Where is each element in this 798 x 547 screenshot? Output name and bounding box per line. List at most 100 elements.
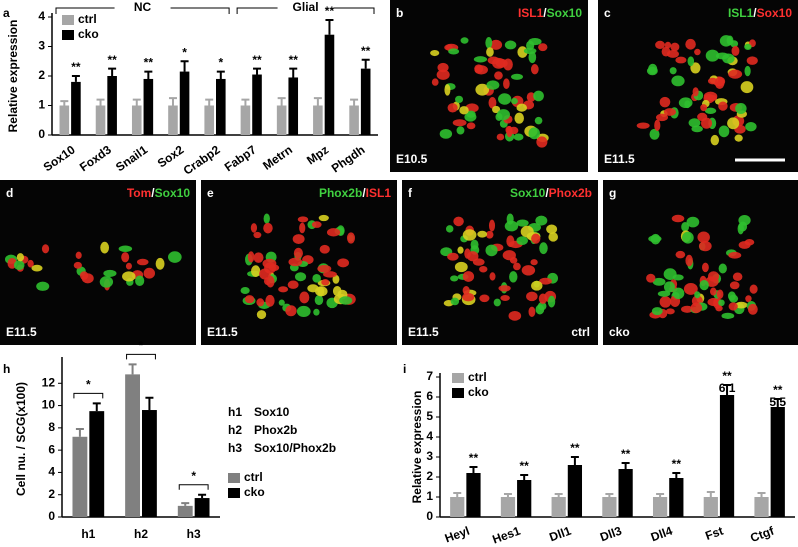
key-text: Sox10/Phox2b [254, 441, 336, 455]
y-tick-label: 4 [426, 429, 433, 443]
cell [247, 251, 255, 263]
bar [143, 78, 154, 135]
y-tick-label: 10 [42, 398, 56, 412]
panel-letter: c [604, 6, 611, 20]
cell [498, 285, 511, 292]
cell [489, 39, 503, 50]
x-tick-label: Fst [703, 524, 725, 543]
bar [276, 105, 287, 135]
cell [288, 257, 303, 267]
significance: * [139, 339, 144, 353]
micrograph [402, 180, 598, 345]
cell [672, 287, 685, 300]
cell [264, 262, 277, 274]
error-bar [706, 491, 715, 497]
key-label: h2 [228, 423, 242, 437]
significance: ** [773, 383, 783, 397]
cell [125, 262, 132, 270]
cell [256, 298, 265, 307]
cell [534, 116, 543, 125]
error-bar [672, 472, 681, 478]
cell [326, 228, 341, 237]
bar [71, 81, 81, 135]
bar [602, 497, 617, 517]
marker: Sox10 [155, 186, 191, 200]
x-tick-label: Heyl [443, 524, 472, 546]
panel-letter: h [3, 362, 10, 376]
legend-label: cko [244, 485, 265, 499]
condition-label: cko [609, 325, 630, 339]
cell [103, 269, 117, 277]
y-tick-label: 1 [38, 98, 45, 112]
cell [514, 112, 524, 124]
cell [691, 125, 703, 133]
cell [682, 231, 694, 244]
bar [324, 34, 335, 136]
cell [503, 58, 513, 71]
cell [681, 305, 694, 313]
cell [317, 264, 332, 273]
cell [731, 45, 740, 56]
separator: / [545, 186, 549, 200]
cell [315, 286, 328, 297]
marker: Sox10 [757, 6, 793, 20]
cell [41, 244, 50, 254]
cell [688, 118, 701, 128]
error-bar [621, 462, 630, 469]
cell [498, 93, 512, 105]
significance: * [191, 469, 196, 483]
marker-label: Phox2b/ISL1 [319, 186, 391, 200]
cell [474, 64, 484, 73]
y-tick-label: 0 [48, 509, 55, 523]
cell [710, 134, 720, 146]
cell [536, 136, 548, 148]
cell [460, 37, 469, 44]
cell [459, 106, 469, 115]
cell [456, 126, 465, 135]
cell [683, 282, 698, 295]
cell [494, 71, 503, 80]
cell [516, 103, 528, 112]
cell [685, 254, 693, 267]
legend-label: ctrl [78, 12, 97, 26]
cell [672, 274, 684, 281]
cell [16, 253, 25, 262]
cell [122, 271, 136, 282]
cell [671, 214, 685, 223]
cell [513, 262, 521, 271]
cell [462, 292, 475, 302]
cell [655, 40, 665, 50]
group-line [236, 7, 375, 14]
cell [538, 293, 548, 304]
cell [79, 271, 89, 280]
legend-swatch [452, 388, 464, 398]
cell [447, 103, 458, 113]
cell [690, 62, 701, 74]
cell [256, 310, 267, 320]
error-bar [723, 384, 732, 395]
value-label: 5.5 [769, 395, 786, 409]
cell [684, 100, 691, 109]
cell [715, 52, 729, 60]
cell [118, 245, 133, 253]
cell [669, 67, 677, 75]
significance: ** [289, 53, 299, 67]
error-bar [361, 58, 370, 69]
marker: ISL1 [728, 6, 754, 20]
cell [745, 121, 757, 132]
condition-label: ctrl [571, 325, 590, 339]
marker-label: ISL1/Sox10 [518, 6, 582, 20]
cell [504, 40, 517, 50]
bar [652, 497, 668, 517]
cell [530, 64, 539, 75]
cell [430, 49, 440, 57]
cell [528, 51, 537, 64]
legend-swatch [62, 30, 74, 40]
error-bar [277, 97, 286, 106]
significance: ** [252, 53, 262, 67]
y-tick-label: 8 [48, 420, 55, 434]
y-tick-label: 0 [38, 127, 45, 141]
significance: ** [722, 369, 732, 383]
cell [488, 97, 497, 109]
error-bar [241, 98, 250, 106]
